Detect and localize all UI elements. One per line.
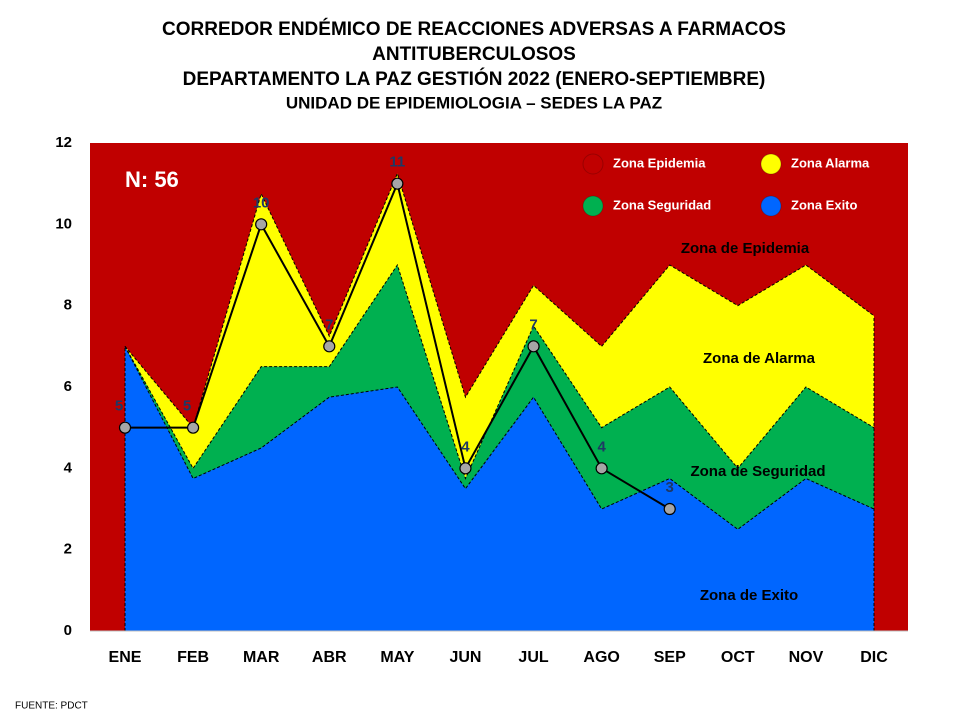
title-line: DEPARTAMENTO LA PAZ GESTIÓN 2022 (ENERO-… xyxy=(183,68,766,90)
x-tick-label: MAY xyxy=(380,649,414,666)
y-tick-label: 12 xyxy=(55,134,72,151)
x-tick-label: ENE xyxy=(109,649,142,666)
legend-label: Zona Exito xyxy=(791,197,858,212)
cases-marker xyxy=(391,177,404,190)
x-tick-label: NOV xyxy=(789,649,824,666)
cases-marker xyxy=(595,462,608,475)
x-tick-label: JUL xyxy=(518,649,548,666)
cases-marker xyxy=(186,421,200,434)
y-tick-label: 6 xyxy=(64,378,72,395)
legend-swatch xyxy=(760,195,782,217)
legend-swatch xyxy=(760,153,782,175)
y-tick-label: 4 xyxy=(64,459,73,476)
legend-swatch xyxy=(582,153,604,175)
data-label: 5 xyxy=(115,398,123,415)
y-tick-label: 10 xyxy=(55,215,72,232)
zone-area xyxy=(125,346,874,631)
annotation: Zona de Exito xyxy=(700,587,798,604)
source-note: FUENTE: PDCT xyxy=(15,701,88,712)
data-label: 10 xyxy=(253,194,270,211)
x-tick-label: SEP xyxy=(654,649,686,666)
legend-label: Zona Seguridad xyxy=(613,197,711,212)
y-tick-label: 8 xyxy=(64,297,72,314)
annotation: Zona de Epidemia xyxy=(681,240,810,257)
y-tick-label: 2 xyxy=(64,541,72,558)
zone-boundary xyxy=(124,263,875,480)
cases-marker xyxy=(118,421,132,434)
annotation: N: 56 xyxy=(125,167,179,192)
title-line: ANTITUBERCULOSOS xyxy=(372,44,576,65)
title-line: CORREDOR ENDÉMICO DE REACCIONES ADVERSAS… xyxy=(162,18,786,40)
data-label: 5 xyxy=(183,398,191,415)
cases-marker xyxy=(255,218,268,231)
y-tick-label: 0 xyxy=(64,622,72,639)
x-tick-label: FEB xyxy=(177,649,209,666)
data-label: 4 xyxy=(461,438,470,455)
data-label: 11 xyxy=(389,154,405,171)
legend-label: Zona Alarma xyxy=(791,155,870,170)
annotation: Zona de Alarma xyxy=(703,350,816,367)
x-tick-label: ABR xyxy=(312,649,347,666)
cases-marker xyxy=(527,340,540,353)
subtitle: UNIDAD DE EPIDEMIOLOGIA – SEDES LA PAZ xyxy=(286,93,662,112)
data-label: 4 xyxy=(597,438,606,455)
x-tick-label: AGO xyxy=(583,649,619,666)
x-tick-label: DIC xyxy=(860,649,888,666)
cases-marker xyxy=(663,502,676,516)
cases-marker xyxy=(459,462,472,475)
data-label: 7 xyxy=(529,316,537,333)
zone-boundary xyxy=(124,346,875,530)
annotation: Zona de Seguridad xyxy=(690,463,825,480)
data-label: 7 xyxy=(325,316,333,333)
x-tick-label: JUN xyxy=(449,649,481,666)
data-label: 3 xyxy=(666,479,674,496)
x-tick-label: MAR xyxy=(243,649,280,666)
x-tick-label: OCT xyxy=(721,649,755,666)
cases-marker xyxy=(323,340,336,353)
legend-label: Zona Epidemia xyxy=(613,155,706,170)
legend-swatch xyxy=(582,195,604,217)
